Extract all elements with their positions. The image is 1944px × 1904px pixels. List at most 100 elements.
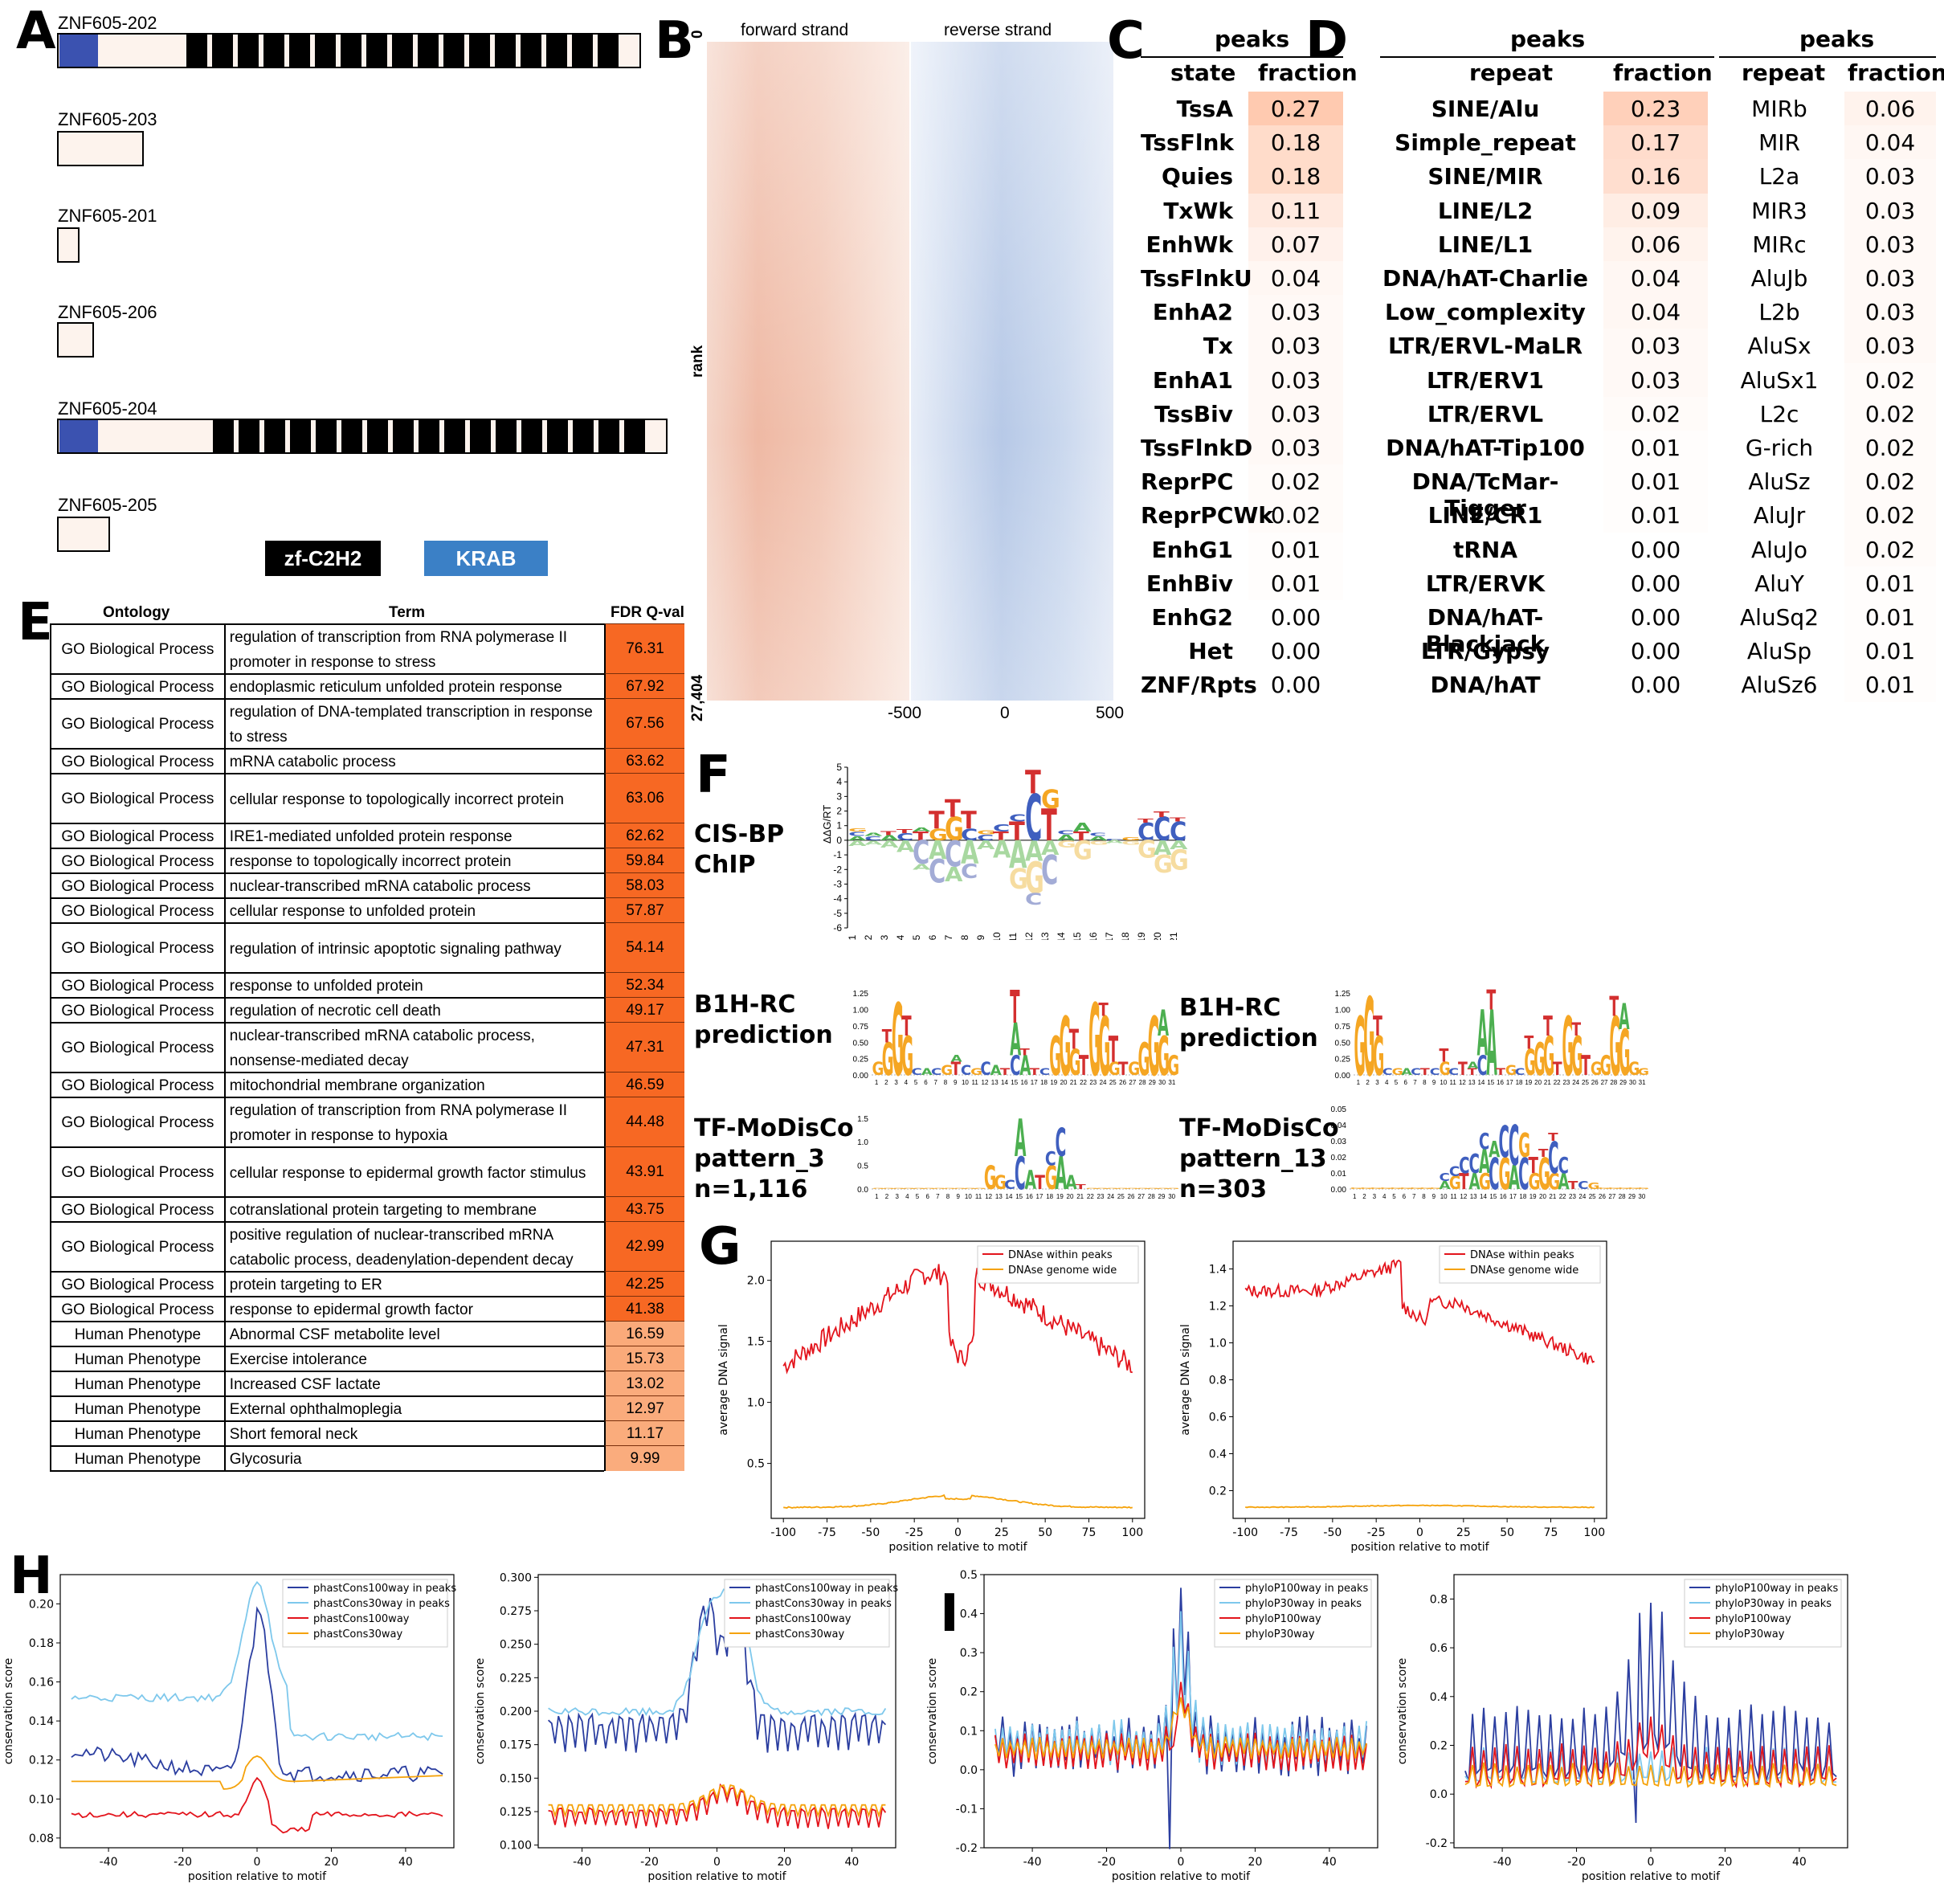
table-rule [1719,56,1936,58]
y-tick: 0.6 [1209,1412,1227,1424]
position-tick: 23 [1569,1193,1576,1200]
position-tick: 2 [1366,1079,1370,1086]
logo-letter: T [882,1025,892,1046]
legend-entry: DNAse within peaks [1470,1249,1574,1261]
position-tick: 5 [1392,1193,1396,1200]
x-tick: 40 [1322,1856,1337,1869]
fraction-cell [1603,634,1708,668]
fraction-cell [1603,125,1708,160]
legend-entry: phyloP30way in peaks [1245,1598,1362,1610]
logo-letter: A [1489,1137,1500,1162]
fdr-cell: 67.92 [604,673,684,699]
repeat-label: AluSx [1747,333,1811,360]
fraction-cell [1248,600,1343,635]
fraction-value: 0.03 [1864,163,1916,190]
logo-letter: G [1598,1187,1610,1190]
x-tick: 0 [1416,1526,1423,1539]
zf-domain [547,420,568,452]
panel-label-c: C [1107,11,1145,71]
logo-letter: G [1167,1051,1179,1082]
logo-letter: C [1025,890,1042,909]
ontology-cell: GO Biological Process [51,974,226,999]
fraction-value: 0.00 [1630,638,1681,665]
logo-letter: C [1057,829,1074,836]
logo-tick: 0.01 [1331,1170,1347,1179]
fraction-value: 0.04 [1630,299,1681,326]
logo-letter: T [1439,1045,1448,1067]
legend-entry: DNAse within peaks [1008,1249,1113,1261]
logo-letter: G [1419,1187,1431,1190]
legend-box [1684,1579,1842,1648]
fraction-cell [1844,362,1936,397]
logo-letter: A [945,864,963,887]
fraction-cell [1603,600,1708,635]
table-row: Human Phenotype Short femoral neck [50,1420,606,1447]
logo-tick: 1.00 [853,1007,869,1015]
term-cell: response to unfolded protein [229,978,423,995]
term-cell: response to topologically incorrect prot… [229,853,512,870]
fraction-value: 0.02 [1270,468,1321,496]
ddg-tick: -5 [833,908,842,919]
table-rule [1141,56,1343,58]
logo-letter: C [1382,1067,1393,1077]
position-tick: 4 [1385,1079,1389,1086]
y-tick: 0.8 [1209,1375,1227,1387]
logo-letter: T [1571,1019,1581,1040]
logo-tick: 0.25 [853,1056,869,1064]
position-tick: 3 [895,1193,899,1200]
fraction-value: 0.23 [1630,96,1681,122]
position-tick: 29 [1619,1079,1627,1086]
logo-letter: C [1558,1153,1569,1179]
position-tick: 30 [1158,1079,1166,1086]
b1h-logo-right: 1.251.000.750.500.250.001 2 3 4 5 6 7 8 9 10 11 12 1… [1335,979,1649,1099]
y-tick: 0.125 [500,1806,532,1819]
x-axis-label: position relative to motif [1582,1870,1721,1883]
logo-letter: G [1628,1058,1640,1080]
x-tick: -40 [100,1856,118,1869]
plot-frame [770,1240,1146,1519]
fraction-value: 0.17 [1630,129,1681,157]
legend-entry: DNAse genome wide [1470,1265,1578,1277]
x-axis-label: position relative to motif [188,1870,327,1883]
repeat-label: MIRb [1751,96,1807,122]
position-tick: 29 [1628,1193,1636,1200]
fraction-cell [1248,532,1343,566]
logo-letter: C [896,831,913,843]
position-tick: 6 [1404,1079,1408,1086]
panel-label-d: D [1305,11,1349,71]
position-tick: 6 [924,1079,928,1086]
x-tick: -100 [770,1526,796,1539]
fraction-cell [1248,329,1343,363]
fraction-value: 0.03 [1864,231,1916,258]
repeat-label: DNA/TcMar-Tigger [1411,468,1559,522]
fraction-cell [1603,159,1708,194]
logo-letter: T [896,827,913,835]
repeat-label: Low_complexity [1385,299,1586,326]
logo-letter: G [1619,1017,1630,1090]
transcript-label: ZNF605-205 [58,495,157,515]
logo-letter: G [1126,1188,1138,1190]
position-tick: 20 [1534,1079,1542,1086]
logo-letter: C [961,860,978,884]
term-cell: External ophthalmoplegia [229,1401,402,1418]
logo-letter: C [1010,1051,1020,1082]
zf-domain [316,420,337,452]
logo-letter: T [901,1011,912,1043]
ontology-cell: Human Phenotype [51,1397,226,1422]
logo-letter: G [1109,1058,1121,1079]
logo-letter: G [1363,979,1374,1099]
logo-letter: A [977,839,995,852]
zf-domain [444,420,465,452]
legend-box [1214,1579,1372,1648]
fraction-cell [1603,92,1708,126]
fraction-value: 0.01 [1864,570,1916,597]
fraction-cell [1248,227,1343,261]
position-tick: 2 [863,934,874,940]
logo-letter: T [929,807,945,834]
y-axis-label: conservation score [1396,1658,1409,1765]
logo-letter: G [1009,862,1028,895]
logo-letter: A [864,839,883,846]
logo-letter: G [1562,1000,1574,1094]
logo-letter: C [1045,1148,1056,1171]
